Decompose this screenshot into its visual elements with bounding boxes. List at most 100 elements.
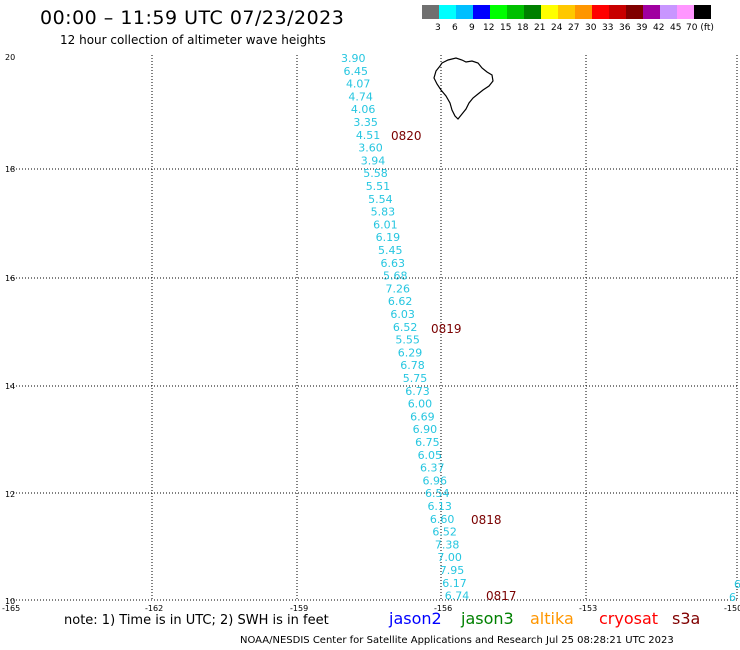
scale-label: 27 xyxy=(568,23,580,33)
swh-value: 6.60 xyxy=(430,513,455,526)
scale-swatch xyxy=(558,5,575,19)
scale-swatch xyxy=(422,5,439,19)
swh-value: 5.68 xyxy=(383,270,408,283)
lat-label: 12 xyxy=(5,490,15,499)
swh-value: 6.00 xyxy=(408,398,433,411)
swh-value: 6.17 xyxy=(442,577,467,590)
lat-label: 14 xyxy=(5,382,15,391)
scale-swatch xyxy=(473,5,490,19)
swh-value: 6.78 xyxy=(400,359,425,372)
swh-value: 7.00 xyxy=(437,551,462,564)
swh-value: 6.01 xyxy=(373,218,398,231)
swh-value: 3.90 xyxy=(341,52,366,65)
scale-label: 6 xyxy=(452,23,458,33)
map-frame xyxy=(10,55,738,601)
scale-label: 21 xyxy=(534,23,546,33)
pass-label: 0819 xyxy=(431,322,462,336)
swh-value: 5.83 xyxy=(371,206,396,219)
scale-label: 30 xyxy=(585,23,597,33)
scale-label: 33 xyxy=(602,23,614,33)
legend-satellite: altika xyxy=(530,609,574,628)
scale-label: 42 xyxy=(653,23,665,33)
scale-swatch xyxy=(660,5,677,19)
swh-value: 5.54 xyxy=(368,193,393,206)
swh-value: 3.35 xyxy=(353,116,378,129)
scale-swatch xyxy=(694,5,711,19)
lat-label: 20 xyxy=(5,53,15,62)
swh-value: 6.96 xyxy=(423,474,448,487)
scale-swatch xyxy=(626,5,643,19)
swh-value: 7.95 xyxy=(440,564,465,577)
scale-swatch xyxy=(490,5,507,19)
swh-value: 4.07 xyxy=(346,78,371,91)
swh-value: 6.75 xyxy=(415,436,440,449)
swh-value: 6.90 xyxy=(413,423,438,436)
scale-swatch xyxy=(439,5,456,19)
map-title: 00:00 – 11:59 UTC 07/23/2023 xyxy=(40,7,345,29)
swh-value: 4.74 xyxy=(348,90,373,103)
scale-label: 70 (ft) xyxy=(686,23,714,33)
swh-value: 5.75 xyxy=(403,372,428,385)
lon-label: -156 xyxy=(434,604,452,613)
lon-label: -162 xyxy=(145,604,163,613)
swh-value: 6.03 xyxy=(390,308,415,321)
swh-value: 6.45 xyxy=(343,65,368,78)
swh-value: 6.52 xyxy=(432,526,457,539)
lat-label: 18 xyxy=(5,165,15,174)
swh-value: 6.52 xyxy=(393,321,418,334)
swh-value: 5.55 xyxy=(395,334,420,347)
lon-label: -159 xyxy=(290,604,308,613)
scale-swatch xyxy=(609,5,626,19)
scale-label: 39 xyxy=(636,23,648,33)
swh-value: 4.51 xyxy=(356,129,381,142)
swh-value: 6.29 xyxy=(398,346,423,359)
lon-label: -150 xyxy=(724,604,740,613)
scale-swatch xyxy=(677,5,694,19)
swh-value: 5.58 xyxy=(363,167,388,180)
swh-value: 7.26 xyxy=(385,282,410,295)
swh-value: 7.38 xyxy=(435,538,460,551)
swh-value: 6.54 xyxy=(425,487,450,500)
scale-swatch xyxy=(456,5,473,19)
legend-satellite: jason2 xyxy=(389,609,442,628)
scale-label: 45 xyxy=(670,23,682,33)
swh-value: 4.06 xyxy=(351,103,376,116)
scale-label: 36 xyxy=(619,23,631,33)
pass-label: 0817 xyxy=(486,589,517,603)
pass-label: 0818 xyxy=(471,513,502,527)
scale-label: 15 xyxy=(500,23,512,33)
hawaii-island-coastline xyxy=(433,57,494,120)
lon-label: -153 xyxy=(579,604,597,613)
swh-value: 6.05 xyxy=(418,449,443,462)
scale-swatch xyxy=(524,5,541,19)
swh-value: 6.19 xyxy=(376,231,401,244)
swh-value: 6.69 xyxy=(410,410,435,423)
edge-swh-value: 6 xyxy=(734,578,740,591)
swh-value: 6.62 xyxy=(388,295,413,308)
legend-satellite: cryosat xyxy=(599,609,659,628)
scale-swatch xyxy=(592,5,609,19)
scale-label: 3 xyxy=(435,23,441,33)
pass-label: 0820 xyxy=(391,129,422,143)
swh-value: 3.60 xyxy=(358,142,383,155)
legend-satellite: jason3 xyxy=(461,609,514,628)
scale-swatch xyxy=(575,5,592,19)
legend-satellite: s3a xyxy=(672,609,701,628)
lat-label: 16 xyxy=(5,274,15,283)
scale-label: 9 xyxy=(469,23,475,33)
swh-value: 6.63 xyxy=(381,257,406,270)
scale-swatch xyxy=(541,5,558,19)
units-note: note: 1) Time is in UTC; 2) SWH is in fe… xyxy=(64,613,329,628)
scale-label: 18 xyxy=(517,23,529,33)
swh-value: 6.13 xyxy=(427,500,452,513)
swh-value: 6.73 xyxy=(405,385,430,398)
lon-label: -165 xyxy=(2,604,20,613)
swh-value: 6.37 xyxy=(420,462,445,475)
swh-value: 3.94 xyxy=(361,154,386,167)
lat-lon-grid xyxy=(10,55,737,600)
scale-swatch xyxy=(507,5,524,19)
swh-value: 5.51 xyxy=(366,180,391,193)
scale-label: 24 xyxy=(551,23,563,33)
swh-track: 3.906.454.074.744.063.354.513.603.945.58… xyxy=(341,52,469,603)
